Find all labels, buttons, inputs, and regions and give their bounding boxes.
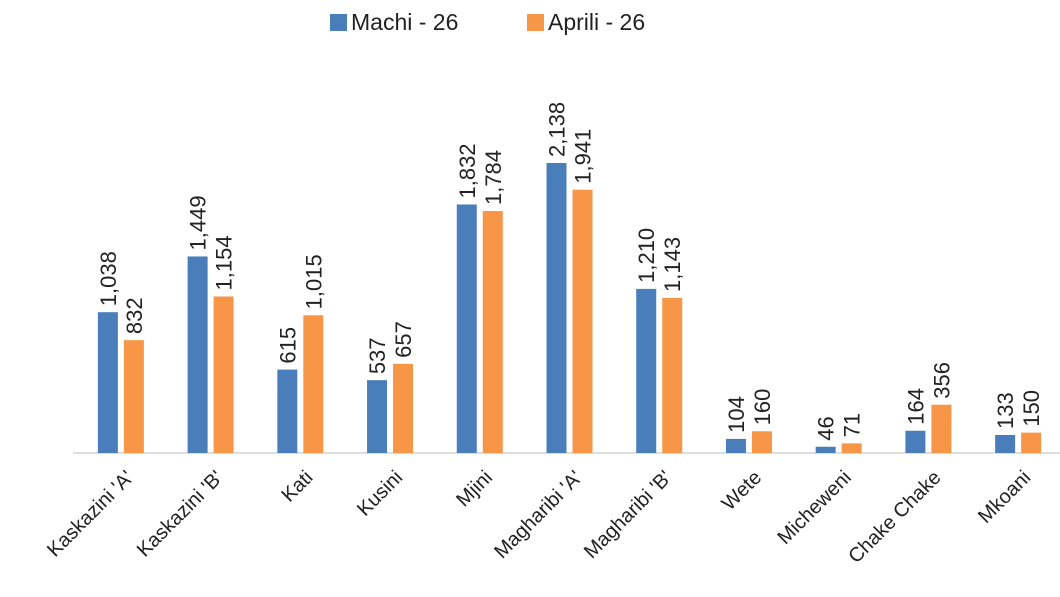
value-label: 1,832 — [455, 143, 480, 198]
bar — [456, 204, 477, 453]
x-tick-label: Mkoani — [974, 467, 1035, 528]
value-label: 46 — [814, 416, 839, 440]
value-label: 2,138 — [545, 102, 570, 157]
value-label: 657 — [391, 321, 416, 358]
x-tick-label: Magharibi 'A' — [490, 467, 586, 563]
bar — [572, 189, 593, 453]
bar — [905, 430, 926, 453]
x-tick-label: Kusini — [353, 467, 407, 521]
x-tick-label: Micheweni — [773, 467, 855, 549]
value-label: 1,784 — [481, 150, 506, 205]
bar — [815, 446, 836, 453]
value-label: 160 — [750, 389, 775, 426]
x-tick-label: Kaskazini 'A' — [43, 467, 138, 562]
bar — [995, 434, 1016, 453]
x-tick-label: Kaskazini 'B' — [133, 467, 228, 562]
x-tick-label: Magharibi 'B' — [580, 467, 676, 563]
bar — [367, 380, 388, 453]
value-label: 832 — [122, 297, 147, 334]
bar — [277, 369, 298, 453]
value-label: 71 — [840, 413, 865, 437]
value-label: 1,015 — [301, 254, 326, 309]
bar — [213, 296, 234, 453]
bar — [482, 211, 503, 453]
x-tick-label: Mjini — [452, 467, 497, 512]
legend-swatch — [527, 14, 544, 31]
value-label: 164 — [903, 388, 928, 425]
value-label: 1,143 — [660, 237, 685, 292]
value-label: 133 — [993, 392, 1018, 429]
x-tick-label: Kati — [278, 467, 318, 507]
bar — [725, 438, 746, 453]
bar — [187, 256, 208, 453]
bar — [303, 315, 324, 453]
value-label: 1,210 — [634, 228, 659, 283]
bar — [393, 363, 414, 453]
value-label: 1,038 — [96, 251, 121, 306]
bar — [546, 163, 567, 453]
value-label: 356 — [929, 362, 954, 399]
bar — [662, 297, 683, 453]
value-label: 150 — [1019, 390, 1044, 427]
bar — [123, 340, 144, 453]
value-label: 537 — [365, 337, 390, 374]
x-tick-label: Wete — [718, 467, 766, 515]
value-label: 615 — [275, 327, 300, 364]
value-label: 1,449 — [186, 195, 211, 250]
x-tick-label: Chake Chake — [844, 467, 945, 568]
legend-swatch — [330, 14, 347, 31]
bar — [97, 312, 118, 453]
bar — [636, 288, 657, 453]
value-label: 1,941 — [571, 129, 596, 184]
value-label: 104 — [724, 396, 749, 433]
legend-label: Machi - 26 — [351, 9, 458, 35]
bar — [1021, 432, 1042, 453]
bar — [931, 404, 952, 453]
value-label: 1,154 — [212, 235, 237, 290]
bar — [751, 431, 772, 453]
legend-label: Aprili - 26 — [548, 9, 645, 35]
bar — [841, 443, 862, 453]
